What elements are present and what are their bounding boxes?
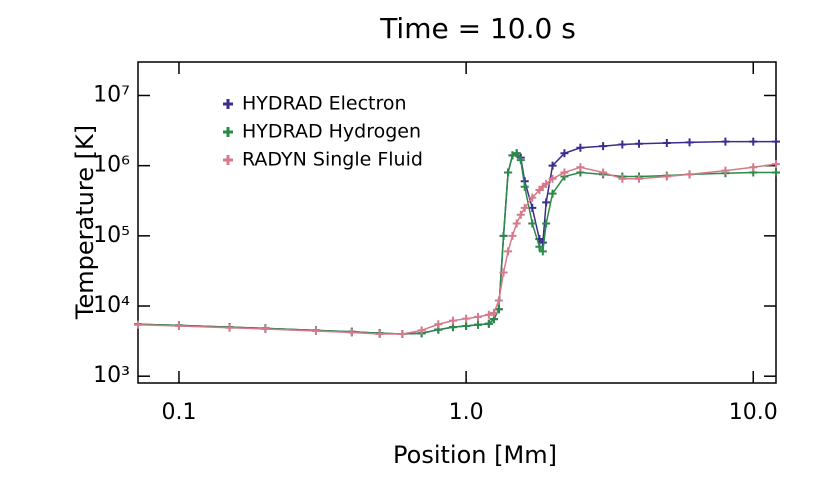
point-marker — [772, 137, 780, 146]
point-marker — [375, 329, 384, 338]
point-marker — [398, 329, 407, 338]
point-marker — [599, 168, 608, 177]
x-tick-label: 1.0 — [449, 400, 484, 425]
point-marker — [225, 323, 234, 332]
point-marker — [499, 268, 508, 277]
point-marker — [516, 210, 525, 219]
point-marker — [504, 168, 513, 177]
point-marker — [528, 193, 537, 202]
point-marker — [261, 325, 270, 334]
y-axis-label: Temperature [K] — [71, 125, 99, 320]
point-marker — [685, 138, 694, 147]
legend-label: HYDRAD Hydrogen — [242, 121, 421, 143]
y-tick-label: 10⁶ — [93, 153, 130, 178]
point-marker — [528, 219, 537, 228]
point-marker — [542, 179, 551, 188]
point-marker — [560, 149, 569, 158]
point-marker — [772, 168, 780, 177]
series-line — [137, 152, 776, 335]
point-marker — [685, 170, 694, 179]
legend-label: HYDRAD Electron — [242, 93, 407, 115]
point-marker — [484, 310, 493, 319]
point-marker — [484, 319, 493, 328]
point-marker — [504, 247, 513, 256]
y-tick-label: 10³ — [93, 363, 130, 388]
point-marker — [512, 149, 521, 158]
plot-frame — [137, 61, 777, 384]
point-marker — [662, 139, 671, 148]
point-marker — [548, 189, 557, 198]
point-marker — [508, 231, 517, 240]
point-marker — [560, 168, 569, 177]
legend-marker — [223, 127, 233, 137]
point-marker — [749, 137, 758, 146]
x-tick-label: 10.0 — [729, 400, 778, 425]
point-marker — [634, 174, 643, 183]
point-marker — [494, 296, 503, 305]
point-marker — [535, 242, 544, 251]
point-marker — [448, 316, 457, 325]
legend-label: RADYN Single Fluid — [242, 149, 423, 171]
legend-marker — [223, 99, 233, 109]
point-marker — [520, 203, 529, 212]
point-marker — [499, 231, 508, 240]
point-marker — [721, 137, 730, 146]
y-tick-label: 10⁵ — [93, 223, 130, 248]
point-marker — [662, 172, 671, 181]
point-marker — [618, 140, 627, 149]
point-marker — [347, 328, 356, 337]
point-marker — [520, 182, 529, 191]
point-marker — [434, 320, 443, 329]
point-marker — [417, 326, 426, 335]
point-marker — [516, 156, 525, 165]
point-marker — [772, 160, 780, 169]
point-marker — [489, 308, 498, 317]
point-marker — [174, 321, 183, 330]
point-marker — [542, 198, 551, 207]
chart-title: Time = 10.0 s — [379, 12, 576, 45]
point-marker — [538, 247, 547, 256]
series-line — [137, 140, 776, 335]
x-axis-label: Position [Mm] — [393, 441, 557, 469]
point-marker — [548, 161, 557, 170]
point-marker — [618, 174, 627, 183]
point-marker — [576, 163, 585, 172]
point-marker — [311, 327, 320, 336]
point-marker — [134, 320, 142, 329]
point-marker — [462, 321, 471, 330]
point-marker — [542, 219, 551, 228]
point-marker — [634, 139, 643, 148]
point-marker — [462, 314, 471, 323]
point-marker — [474, 320, 483, 329]
point-marker — [474, 312, 483, 321]
series-line — [137, 163, 777, 335]
point-marker — [508, 151, 517, 160]
x-tick-label: 0.1 — [161, 400, 196, 425]
point-marker — [599, 142, 608, 151]
point-marker — [548, 174, 557, 183]
point-marker — [576, 143, 585, 152]
y-tick-label: 10⁷ — [93, 82, 130, 107]
point-marker — [512, 219, 521, 228]
point-marker — [721, 166, 730, 175]
legend-marker — [223, 155, 233, 165]
point-marker — [749, 163, 758, 172]
y-tick-label: 10⁴ — [93, 293, 130, 318]
